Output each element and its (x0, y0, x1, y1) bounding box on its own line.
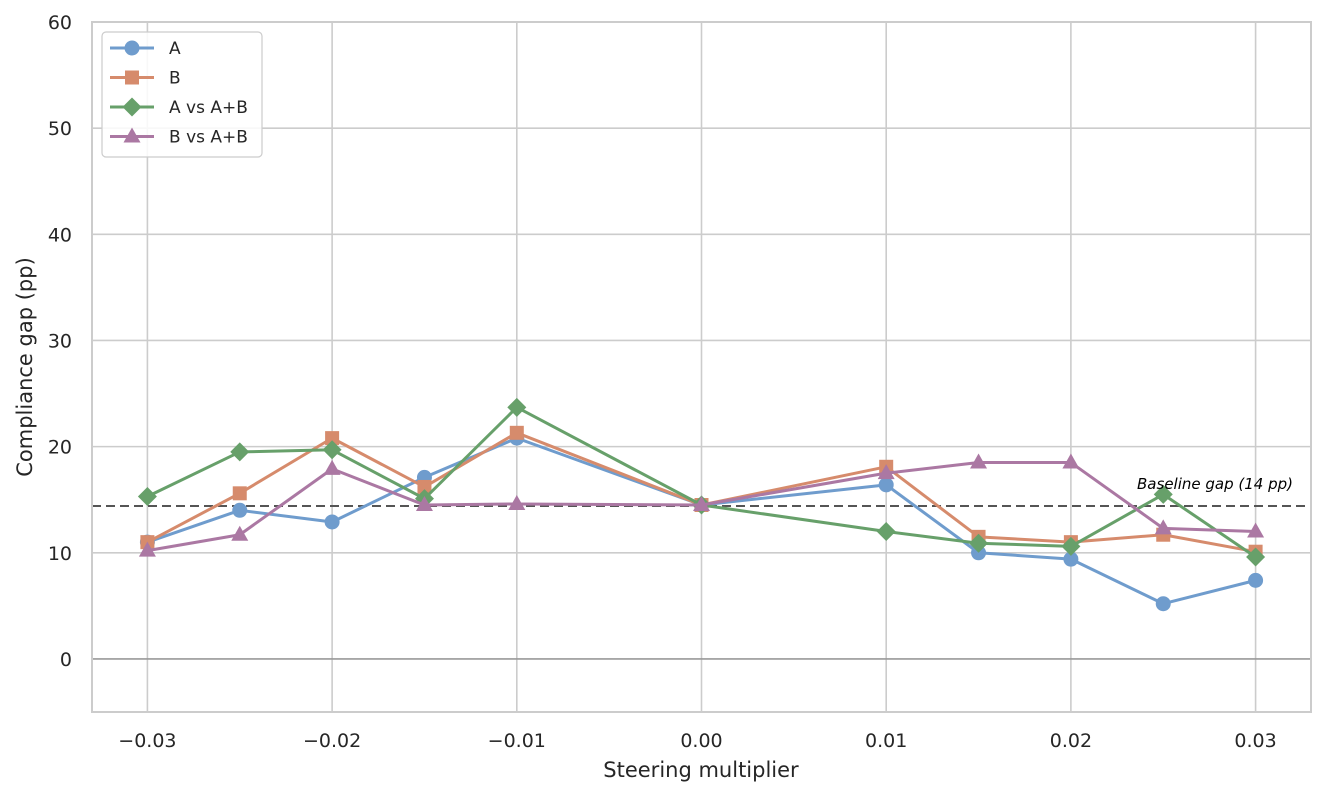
data-point-b-vs-a-b (693, 496, 710, 511)
data-point-a (878, 477, 894, 493)
series-b-vs-a-b (138, 453, 1265, 557)
data-point-a-vs-a-b (876, 522, 896, 542)
legend-item-a: A (110, 39, 181, 59)
data-point-b (509, 425, 524, 440)
data-point-a-vs-a-b (1153, 484, 1173, 504)
legend-item-b-vs-a-b: B vs A+B (110, 127, 248, 148)
data-point-b-vs-a-b (1062, 453, 1080, 469)
y-tick-label: 0 (60, 649, 72, 671)
data-point-a-vs-a-b (1061, 536, 1081, 556)
x-tick-label: 0.02 (1050, 730, 1092, 752)
data-point-a (971, 545, 987, 561)
data-point-b-vs-a-b (415, 496, 433, 511)
legend-label: A vs A+B (169, 98, 248, 118)
legend-item-b: B (110, 69, 181, 89)
y-tick-label: 10 (48, 543, 72, 565)
y-tick-label: 30 (48, 330, 72, 352)
legend-marker-a (124, 40, 140, 56)
data-point-a-vs-a-b (507, 397, 527, 417)
x-tick-label: −0.02 (303, 730, 361, 752)
x-tick-label: −0.01 (488, 730, 546, 752)
legend-frame (101, 31, 263, 158)
data-point-b-vs-a-b (1247, 522, 1265, 538)
tick-labels: −0.03 −0.02 −0.01 0.00 0.01 0.02 0.03 0 10 20 30 40… (48, 12, 1277, 752)
data-point-a-vs-a-b (230, 442, 250, 462)
y-tick-label: 20 (48, 437, 72, 459)
data-point-b (325, 431, 340, 446)
data-point-b-vs-a-b (508, 494, 526, 510)
data-point-b-vs-a-b (1154, 519, 1172, 535)
x-tick-label: −0.03 (118, 730, 176, 752)
data-point-b-vs-a-b (970, 453, 988, 469)
data-point-a (1155, 596, 1171, 612)
x-tick-label: 0.00 (680, 730, 722, 752)
data-point-a-vs-a-b (969, 533, 989, 553)
data-point-a (1248, 572, 1264, 588)
legend: AB A vs A+B B vs A+B (101, 31, 263, 158)
legend-item-a-vs-a-b: A vs A+B (110, 97, 248, 118)
data-point-b (232, 486, 247, 501)
x-tick-label: 0.01 (865, 730, 907, 752)
data-point-b-vs-a-b (877, 464, 895, 480)
data-point-a (1063, 551, 1079, 567)
plot-frame (91, 21, 1312, 713)
x-axis-title: Steering multiplier (603, 758, 799, 782)
series (137, 397, 1266, 612)
data-point-a-vs-a-b (322, 440, 342, 460)
data-point-b-vs-a-b (138, 541, 156, 557)
data-point-a (232, 502, 248, 518)
legend-marker-a-vs-a-b (122, 97, 142, 117)
y-tick-label: 50 (48, 118, 72, 140)
legend-label: B (169, 69, 181, 89)
legend-label: B vs A+B (169, 128, 248, 148)
legend-label: A (169, 39, 181, 59)
grid (92, 21, 1311, 712)
data-point-a-vs-a-b (137, 487, 157, 507)
y-tick-label: 40 (48, 224, 72, 246)
data-point-b (417, 479, 432, 494)
y-tick-label: 60 (48, 12, 72, 34)
data-point-b-vs-a-b (323, 459, 341, 475)
legend-marker-b (125, 70, 139, 85)
data-point-a (324, 514, 340, 530)
data-point-a-vs-a-b (1246, 547, 1266, 567)
legend-marker-b-vs-a-b (123, 127, 141, 143)
y-axis-title: Compliance gap (pp) (13, 257, 37, 477)
data-point-b-vs-a-b (231, 525, 249, 541)
baseline-annotation: Baseline gap (14 pp) (1137, 475, 1293, 493)
x-tick-label: 0.03 (1234, 730, 1276, 752)
